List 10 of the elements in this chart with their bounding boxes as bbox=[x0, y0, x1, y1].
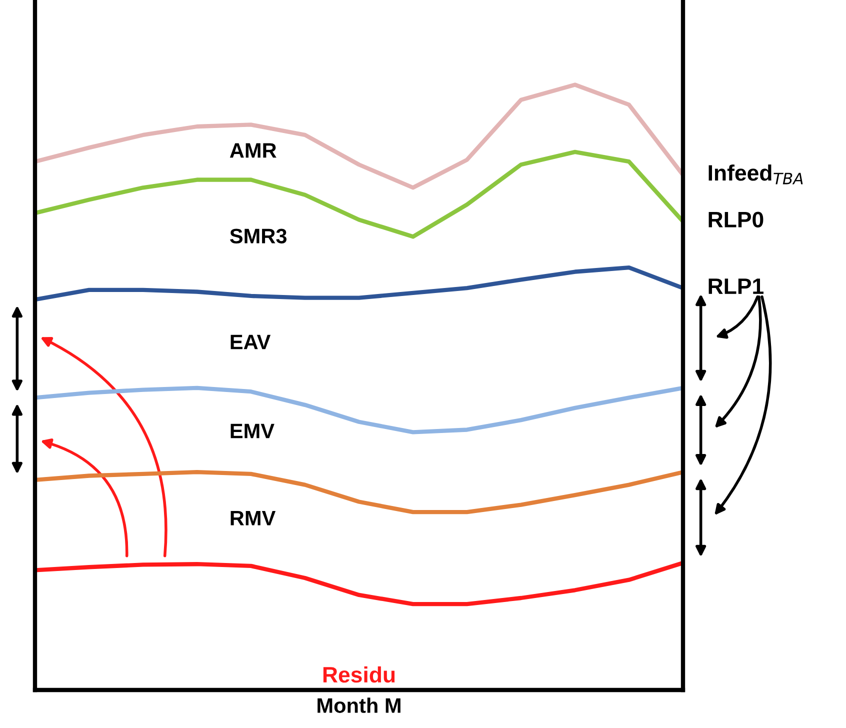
annotation: AMR bbox=[230, 143, 276, 158]
series-label: RLP1 bbox=[708, 278, 764, 294]
annotation: SMR3 bbox=[230, 228, 287, 244]
series-label: RLP0 bbox=[708, 212, 764, 228]
text: Residu bbox=[323, 666, 395, 683]
annotation: EMV bbox=[230, 424, 274, 438]
series-label: Infeed$_{TBA}$ bbox=[708, 164, 803, 184]
annotation: RMV bbox=[230, 510, 276, 526]
x-axis-title: Month M bbox=[318, 698, 400, 713]
annotation: EAV bbox=[230, 334, 271, 350]
